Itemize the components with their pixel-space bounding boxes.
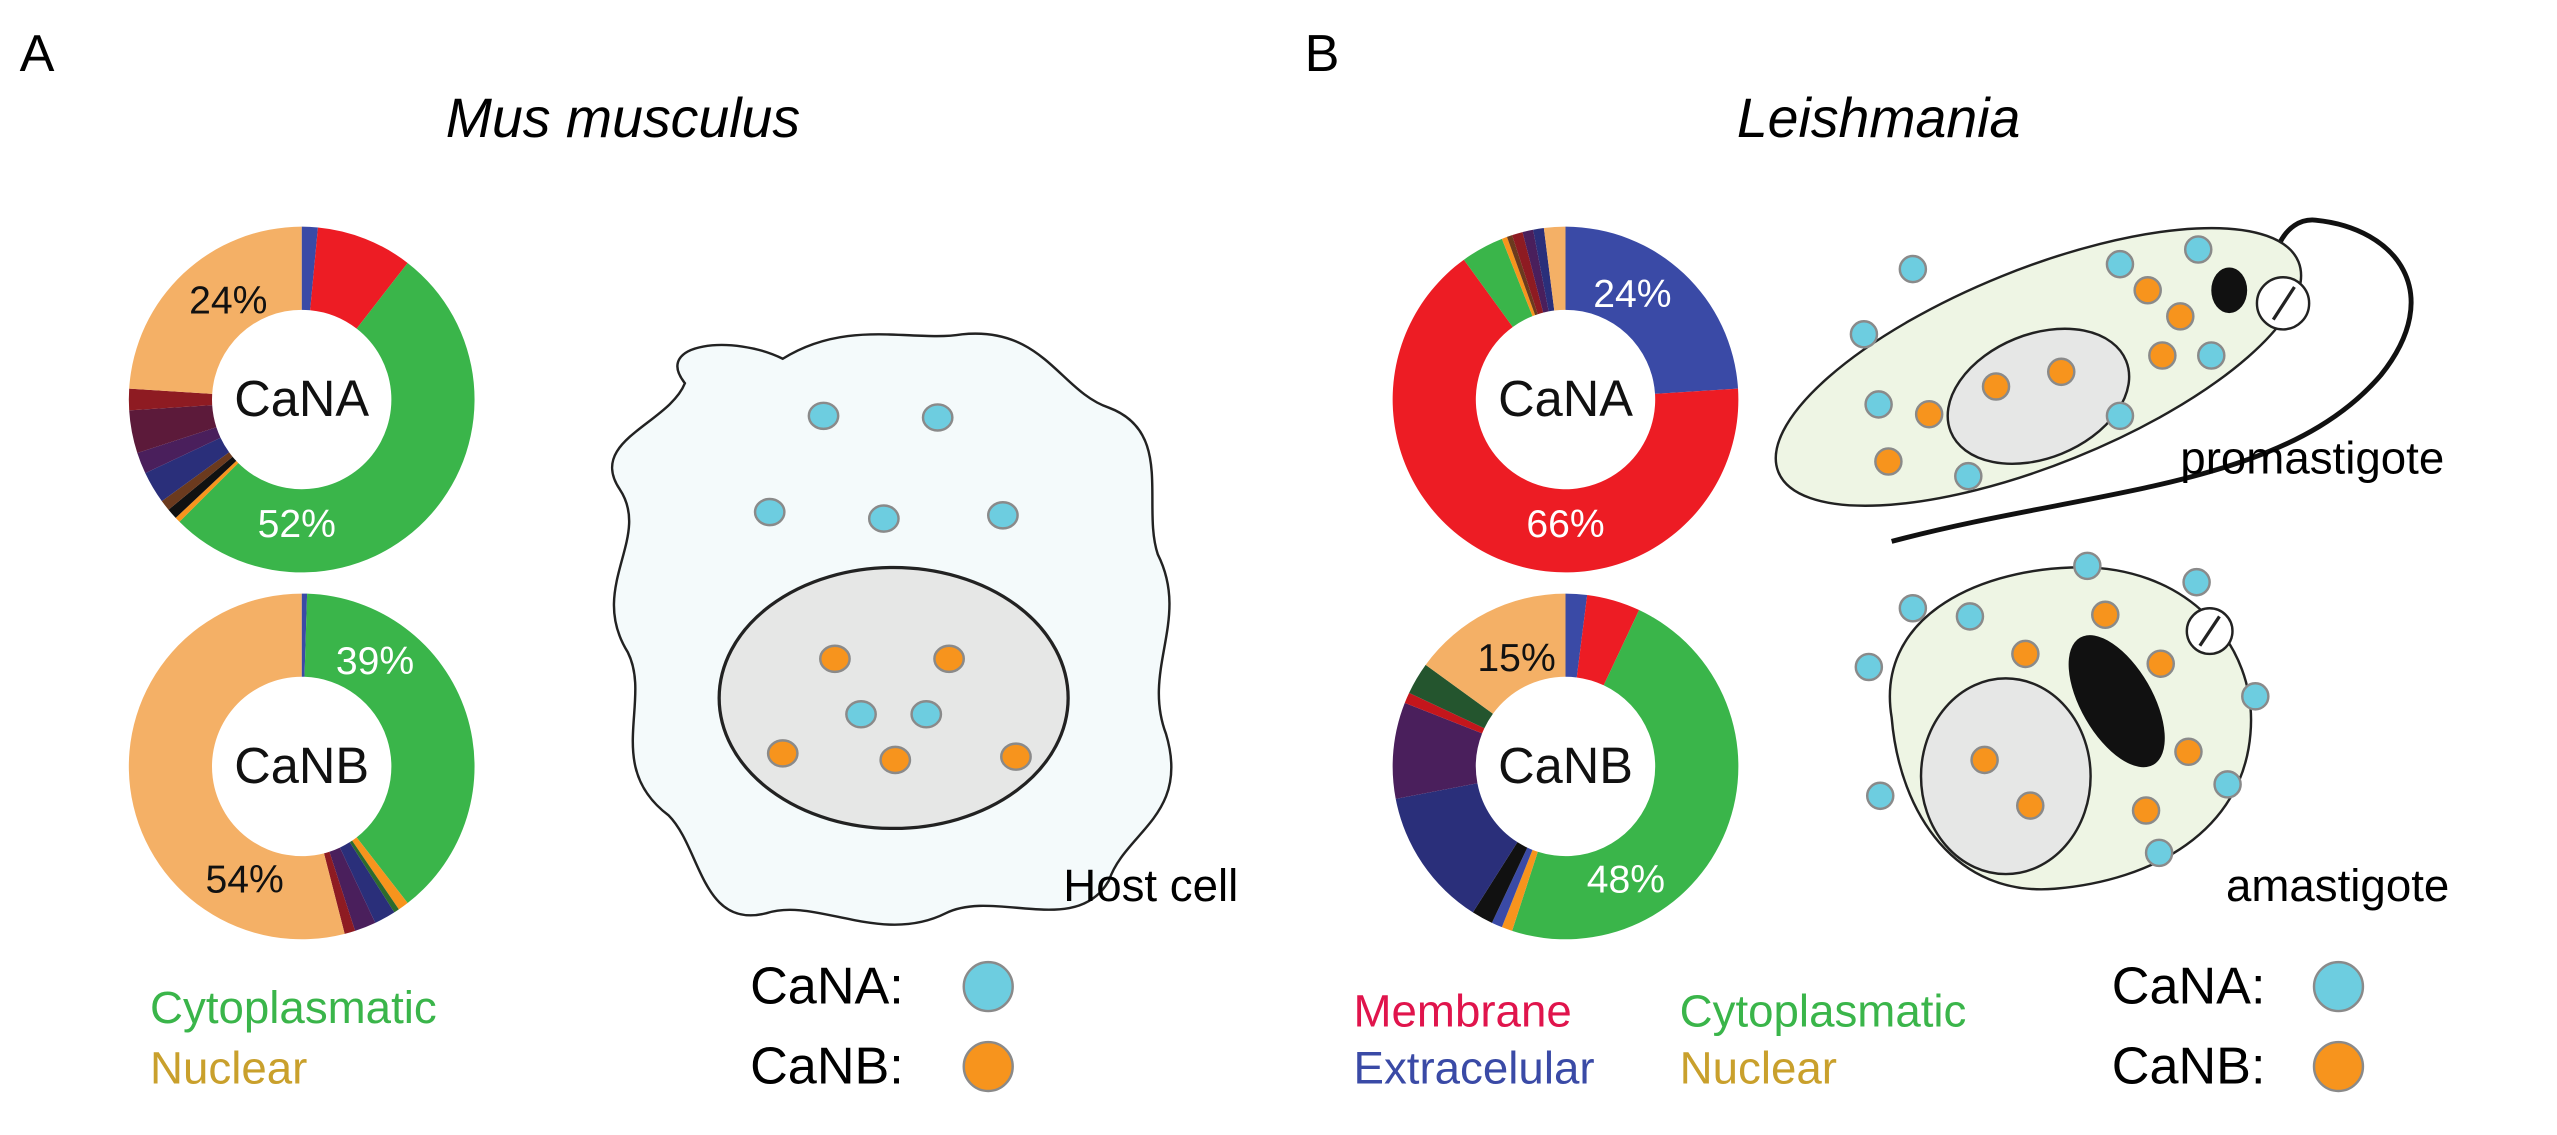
donut-segment (128, 388, 213, 411)
data-label: 24% (189, 280, 267, 323)
marker-swatch (2312, 960, 2365, 1013)
diagram-label: amastigote (2226, 860, 2449, 911)
donut-segment (1512, 232, 1544, 315)
donut-segment (1395, 783, 1518, 913)
donut-segment (304, 593, 475, 904)
marker-swatch (2312, 1040, 2365, 1093)
data-label: 24% (1593, 273, 1671, 316)
donut-segment (349, 840, 399, 913)
donut-segment (179, 262, 475, 573)
data-label: 54% (205, 859, 283, 902)
donut-segment (1491, 847, 1533, 928)
donut-segment (1501, 236, 1536, 317)
legend-entry: Extracelular (1354, 1042, 1595, 1093)
marker-swatch (962, 960, 1014, 1013)
donut-segment (1565, 226, 1739, 394)
donut-segment (1425, 593, 1566, 714)
marker-label: CaNB: (750, 1038, 904, 1096)
donut-segment (128, 593, 345, 940)
marker-label: CaNA: (750, 958, 904, 1016)
donut-segment (339, 842, 395, 923)
donut-segment (145, 437, 230, 502)
donut-segment (310, 227, 408, 329)
data-label: 52% (258, 503, 336, 546)
donut-segment (1463, 238, 1533, 327)
donut-segment (1543, 226, 1566, 311)
donut-segment (137, 427, 221, 474)
donut-segment (1472, 842, 1528, 923)
donut-segment (1392, 702, 1483, 799)
donut-segment (1533, 228, 1555, 312)
donut-center-label: CaNA (1498, 370, 1633, 427)
donut-segment (1506, 235, 1538, 316)
marker-label: CaNA: (2112, 958, 2266, 1016)
donut-center-label: CaNB (234, 737, 369, 794)
diagram-label: promastigote (2180, 433, 2444, 484)
legend-entry: Nuclear (1680, 1042, 1837, 1093)
legend-entry: Cytoplasmatic (1680, 985, 1967, 1036)
donut-segment (352, 837, 408, 910)
legend-entry: Cytoplasmatic (150, 982, 437, 1033)
donut-segment (301, 226, 318, 311)
donut-segment (1501, 849, 1538, 931)
donut-segment (161, 452, 233, 510)
donut-center-label: CaNB (1498, 737, 1633, 794)
panel-title: Leishmania (1737, 87, 2021, 149)
donut-segment (129, 405, 217, 453)
legend-entry: Membrane (1354, 985, 1572, 1036)
donut-center-label: CaNA (234, 370, 369, 427)
data-label: 48% (1587, 859, 1665, 902)
donut-segment (129, 226, 302, 394)
data-label: 15% (1477, 637, 1555, 680)
donut-segment (1565, 593, 1588, 678)
panel-title: Mus musculus (446, 87, 800, 149)
donut-segment (323, 851, 356, 934)
donut-segment (1409, 664, 1493, 729)
donut-segment (1512, 610, 1739, 940)
diagram-label: Host cell (1063, 860, 1238, 911)
amastigote-diagram (1854, 551, 2270, 891)
donut-segment (1576, 594, 1640, 686)
legend-entry: Nuclear (150, 1042, 307, 1093)
donut-segment (175, 460, 239, 522)
data-label: 39% (336, 640, 414, 683)
donut-segment (301, 593, 308, 677)
donut-segment (168, 456, 237, 518)
panel-label: A (20, 25, 55, 83)
host-cell-diagram (610, 332, 1173, 926)
panel-label: B (1305, 25, 1340, 83)
donut-segment (1404, 692, 1485, 734)
data-label: 66% (1526, 503, 1604, 546)
marker-swatch (962, 1040, 1014, 1093)
donut-segment (1522, 229, 1549, 313)
donut-segment (329, 847, 376, 931)
donut-segment (1392, 259, 1739, 573)
marker-label: CaNB: (2112, 1038, 2266, 1096)
promastigote-diagram (1774, 217, 2414, 544)
